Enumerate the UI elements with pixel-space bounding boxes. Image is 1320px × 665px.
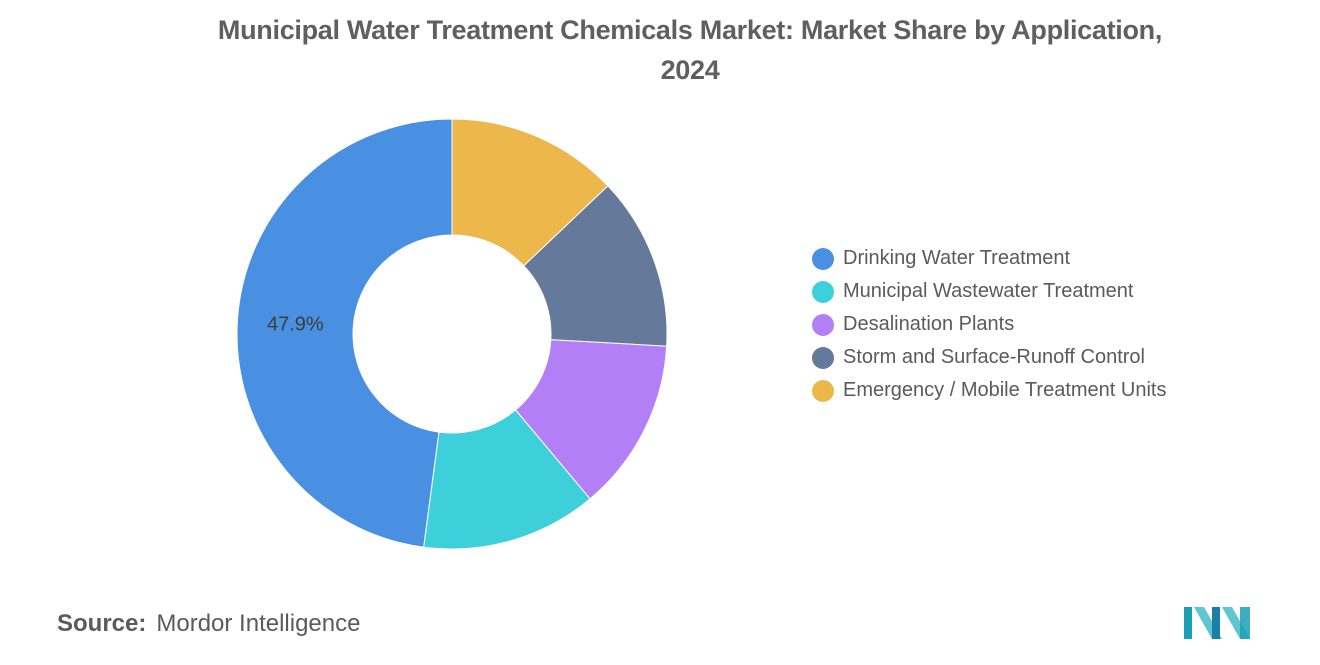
legend-label: Emergency / Mobile Treatment Units <box>843 379 1167 401</box>
source-note: Source: Mordor Intelligence <box>57 610 360 638</box>
chart-title-line-1: Municipal Water Treatment Chemicals Mark… <box>217 15 1163 45</box>
legend-item-desalination-plants: Desalination Plants <box>812 308 1166 341</box>
legend-item-storm-and-surface-runoff-control: Storm and Surface-Runoff Control <box>812 341 1166 374</box>
chart-legend: Drinking Water Treatment Municipal Wastew… <box>812 242 1166 407</box>
slice-emergency-mobile-treatment-units <box>451 118 609 267</box>
slice-drinking-water-treatment <box>236 118 453 548</box>
legend-swatch <box>812 379 834 402</box>
legend-swatch <box>812 313 834 336</box>
slice-desalination-plants <box>514 339 668 500</box>
slice-storm-and-surface-runoff-control <box>523 185 668 347</box>
source-value: Mordor Intelligence <box>156 610 361 637</box>
legend-label: Desalination Plants <box>843 313 1015 335</box>
slice-municipal-wastewater-treatment <box>423 409 591 550</box>
legend-label: Municipal Wastewater Treatment <box>843 280 1134 302</box>
legend-swatch <box>812 346 834 369</box>
legend-label: Drinking Water Treatment <box>843 247 1071 269</box>
legend-item-drinking-water-treatment: Drinking Water Treatment <box>812 242 1166 275</box>
source-label: Source: <box>57 610 147 637</box>
legend-label: Storm and Surface-Runoff Control <box>843 346 1146 368</box>
data-label-drinking-water-treatment: 47.9% <box>267 314 324 336</box>
mordor-intelligence-logo-icon <box>1184 607 1250 639</box>
legend-swatch <box>812 247 834 270</box>
legend-item-municipal-wastewater-treatment: Municipal Wastewater Treatment <box>812 275 1166 308</box>
chart-title: Municipal Water Treatment Chemicals Mark… <box>0 10 1320 90</box>
legend-swatch <box>812 280 834 303</box>
legend-item-emergency-mobile-treatment-units: Emergency / Mobile Treatment Units <box>812 374 1166 407</box>
chart-title-line-2: 2024 <box>660 55 720 85</box>
